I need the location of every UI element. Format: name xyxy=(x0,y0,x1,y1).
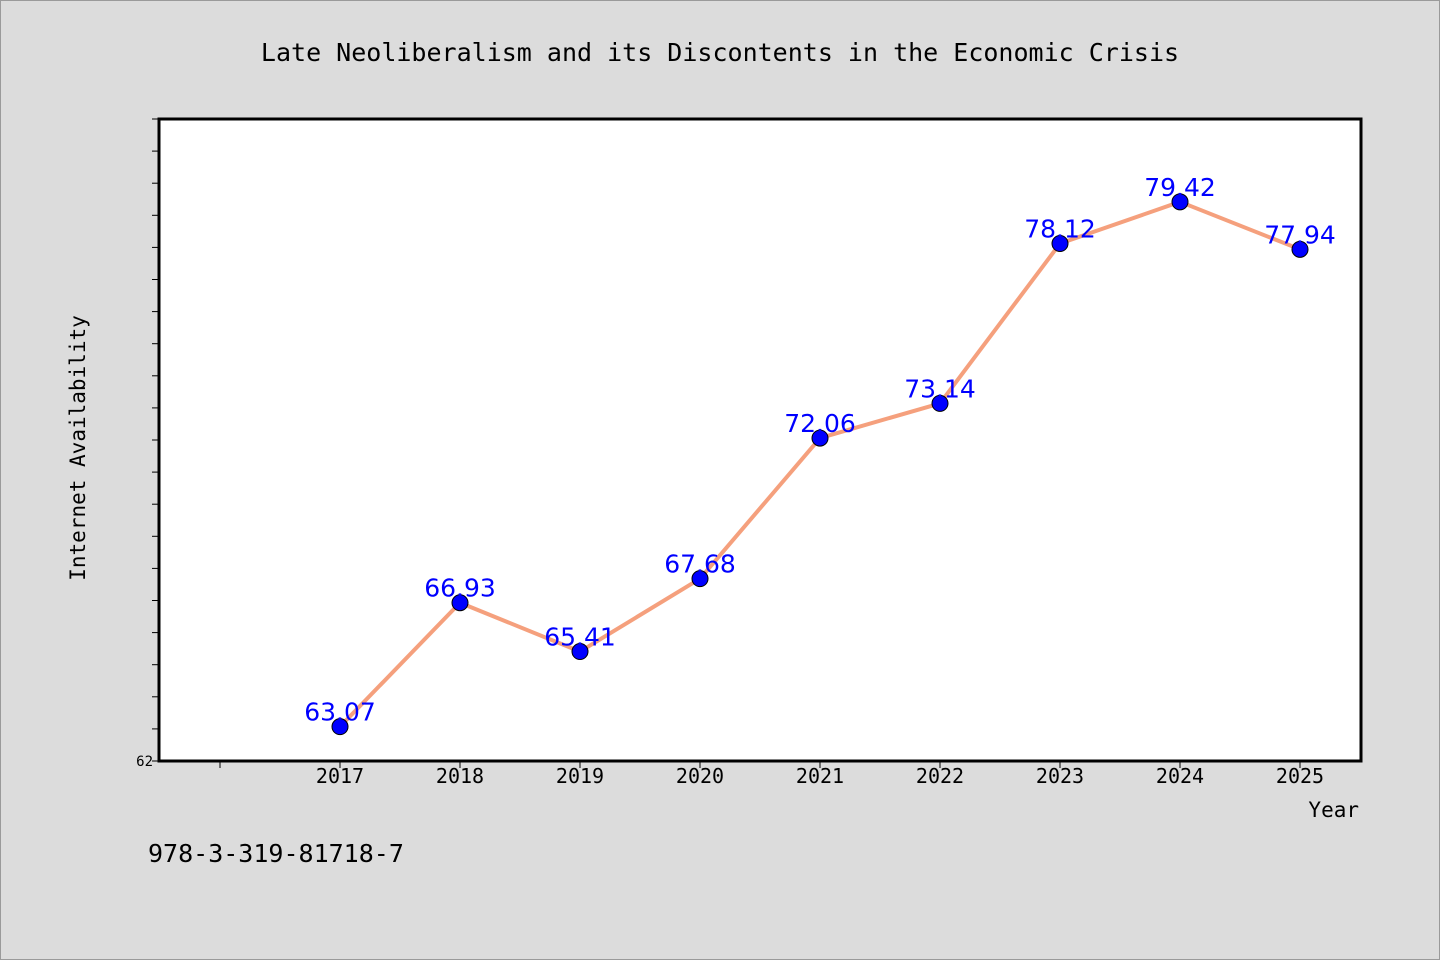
plot-frame xyxy=(157,117,1363,763)
data-point-marker xyxy=(451,594,469,612)
y-axis-label: Internet Availability xyxy=(66,315,90,581)
data-point-label: 66.93 xyxy=(424,574,496,603)
data-point-label: 79.42 xyxy=(1144,173,1216,202)
data-point-label: 72.06 xyxy=(784,409,856,438)
data-point-marker xyxy=(1171,193,1189,211)
x-tick-label: 2022 xyxy=(916,764,964,788)
data-point-label: 65.41 xyxy=(544,623,616,652)
data-point-label: 77.94 xyxy=(1264,220,1336,249)
x-tick-label: 2017 xyxy=(316,764,364,788)
data-point-marker xyxy=(1291,240,1309,258)
data-point-marker xyxy=(691,570,709,588)
x-tick-label: 2020 xyxy=(676,764,724,788)
chart-title: Late Neoliberalism and its Discontents i… xyxy=(261,38,1179,67)
x-tick-label: 2023 xyxy=(1036,764,1084,788)
data-point-marker xyxy=(331,718,349,736)
series-markers xyxy=(331,193,1309,736)
data-point-label: 67.68 xyxy=(664,550,736,579)
y-tick-label: 62 xyxy=(136,754,153,770)
data-point-marker xyxy=(1051,235,1069,253)
x-tick-label: 2021 xyxy=(796,764,844,788)
x-axis-ticks: 2017 2018 2019 2020 2021 2022 2023 2024 2025 xyxy=(219,761,1324,788)
data-point-label: 78.12 xyxy=(1024,215,1096,244)
data-point-marker xyxy=(811,429,829,447)
data-point-marker xyxy=(571,643,589,661)
x-tick-label: 2018 xyxy=(436,764,484,788)
data-labels: 63.07 66.93 65.41 67.68 72.06 73.14 78.12 79.42… xyxy=(304,173,1336,727)
data-point-marker xyxy=(931,394,949,412)
x-tick-label: 2019 xyxy=(556,764,604,788)
data-point-label: 63.07 xyxy=(304,698,376,727)
x-tick-label: 2024 xyxy=(1156,764,1204,788)
x-axis-label: Year xyxy=(1308,798,1359,822)
data-point-label: 73.14 xyxy=(904,374,976,403)
plot-area xyxy=(159,119,1361,761)
x-tick-label: 2025 xyxy=(1276,764,1324,788)
isbn-text: 978-3-319-81718-7 xyxy=(148,839,404,868)
